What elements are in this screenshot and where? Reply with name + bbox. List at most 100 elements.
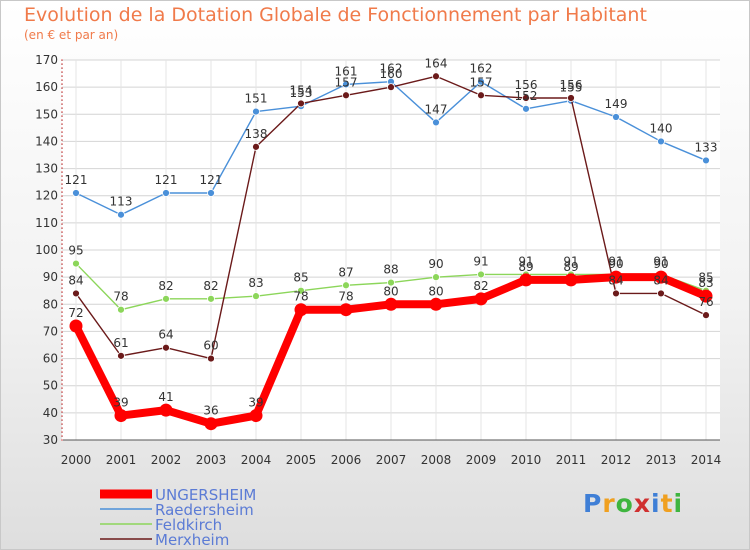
data-label-raedersheim: 151 xyxy=(245,92,268,106)
data-label-ungersheim: 80 xyxy=(383,284,398,298)
logo-letter: i xyxy=(673,489,684,518)
y-tick-label: 100 xyxy=(35,243,58,257)
data-label-ungersheim: 78 xyxy=(338,290,353,304)
data-point-raedersheim xyxy=(252,107,260,116)
data-label-ungersheim: 39 xyxy=(113,396,128,410)
data-label-ungersheim: 89 xyxy=(563,260,578,274)
data-label-feldkirch: 91 xyxy=(518,254,533,268)
data-label-feldkirch: 95 xyxy=(68,244,83,258)
x-tick-label: 2013 xyxy=(646,453,677,467)
legend-label-feldkirch: Feldkirch xyxy=(155,516,222,534)
data-label-raedersheim: 162 xyxy=(470,62,493,76)
data-label-feldkirch: 91 xyxy=(473,254,488,268)
data-label-merxheim: 138 xyxy=(245,127,268,141)
data-point-raedersheim xyxy=(342,80,350,89)
y-tick-label: 30 xyxy=(43,433,58,447)
data-point-ungersheim xyxy=(564,273,578,287)
data-label-raedersheim: 140 xyxy=(650,121,673,135)
data-point-feldkirch xyxy=(72,259,80,268)
data-point-merxheim xyxy=(342,91,350,100)
data-label-ungersheim: 90 xyxy=(653,257,668,271)
data-point-ungersheim xyxy=(474,292,488,306)
data-label-feldkirch: 83 xyxy=(248,276,263,290)
x-tick-label: 2001 xyxy=(106,453,137,467)
data-point-ungersheim xyxy=(294,303,308,317)
y-tick-label: 170 xyxy=(35,53,58,67)
data-label-raedersheim: 121 xyxy=(65,173,88,187)
data-label-ungersheim: 72 xyxy=(68,306,83,320)
y-tick-label: 60 xyxy=(43,352,58,366)
data-label-merxheim: 60 xyxy=(203,339,218,353)
x-tick-label: 2005 xyxy=(286,453,317,467)
data-point-raedersheim xyxy=(477,77,485,86)
data-label-feldkirch: 85 xyxy=(293,271,308,285)
data-point-merxheim xyxy=(162,343,170,352)
y-tick-label: 130 xyxy=(35,162,58,176)
data-label-merxheim: 164 xyxy=(425,56,448,70)
data-point-merxheim xyxy=(702,311,710,320)
data-label-ungersheim: 41 xyxy=(158,390,173,404)
data-label-ungersheim: 83 xyxy=(698,276,713,290)
data-point-feldkirch xyxy=(162,294,170,303)
y-tick-label: 140 xyxy=(35,134,58,148)
data-point-feldkirch xyxy=(477,270,485,279)
x-tick-label: 2002 xyxy=(151,453,182,467)
logo-letter: x xyxy=(633,489,651,518)
chart-title: Evolution de la Dotation Globale de Fonc… xyxy=(24,4,647,26)
x-tick-label: 2000 xyxy=(61,453,92,467)
x-tick-label: 2011 xyxy=(556,453,587,467)
data-label-feldkirch: 88 xyxy=(383,263,398,277)
logo-letter: P xyxy=(583,489,603,518)
logo-letter: i xyxy=(651,489,661,518)
data-label-raedersheim: 155 xyxy=(560,81,583,95)
proxiti-logo: Proxiti xyxy=(583,489,683,518)
data-label-feldkirch: 82 xyxy=(158,279,173,293)
data-label-feldkirch: 85 xyxy=(698,271,713,285)
data-point-feldkirch xyxy=(387,278,395,287)
data-label-raedersheim: 113 xyxy=(110,195,133,209)
data-label-merxheim: 157 xyxy=(335,75,358,89)
data-point-merxheim xyxy=(612,289,620,298)
y-tick-label: 50 xyxy=(43,379,58,393)
data-point-ungersheim xyxy=(654,270,668,284)
y-tick-label: 40 xyxy=(43,406,58,420)
data-label-merxheim: 84 xyxy=(68,273,83,287)
y-tick-label: 80 xyxy=(43,297,58,311)
y-tick-label: 150 xyxy=(35,107,58,121)
data-label-merxheim: 84 xyxy=(653,273,668,287)
data-label-merxheim: 160 xyxy=(380,67,403,81)
data-label-raedersheim: 147 xyxy=(425,102,448,116)
data-label-raedersheim: 161 xyxy=(335,64,358,78)
data-label-ungersheim: 90 xyxy=(608,257,623,271)
data-point-ungersheim xyxy=(429,297,443,311)
data-point-ungersheim xyxy=(699,289,713,303)
data-label-merxheim: 156 xyxy=(560,78,583,92)
data-point-raedersheim xyxy=(657,137,665,146)
data-point-merxheim xyxy=(207,354,215,363)
data-point-raedersheim xyxy=(432,118,440,127)
x-tick-label: 2010 xyxy=(511,453,542,467)
data-label-ungersheim: 80 xyxy=(428,284,443,298)
data-point-merxheim xyxy=(117,351,125,360)
data-point-raedersheim xyxy=(117,210,125,219)
data-point-feldkirch xyxy=(432,273,440,282)
data-label-feldkirch: 91 xyxy=(608,254,623,268)
data-label-raedersheim: 133 xyxy=(695,140,718,154)
data-point-raedersheim xyxy=(702,156,710,165)
legend-label-ungersheim: UNGERSHEIM xyxy=(155,486,256,504)
data-label-merxheim: 84 xyxy=(608,273,623,287)
data-point-feldkirch xyxy=(207,294,215,303)
data-point-raedersheim xyxy=(612,113,620,121)
data-label-raedersheim: 121 xyxy=(155,173,178,187)
data-label-raedersheim: 121 xyxy=(200,173,223,187)
data-point-merxheim xyxy=(252,142,260,151)
data-label-raedersheim: 152 xyxy=(515,89,538,103)
y-tick-label: 110 xyxy=(35,216,58,230)
x-tick-label: 2003 xyxy=(196,453,227,467)
logo-letter: t xyxy=(660,489,674,518)
data-label-ungersheim: 89 xyxy=(518,260,533,274)
data-point-merxheim xyxy=(387,83,395,92)
data-label-merxheim: 154 xyxy=(290,83,313,97)
data-label-ungersheim: 39 xyxy=(248,396,263,410)
